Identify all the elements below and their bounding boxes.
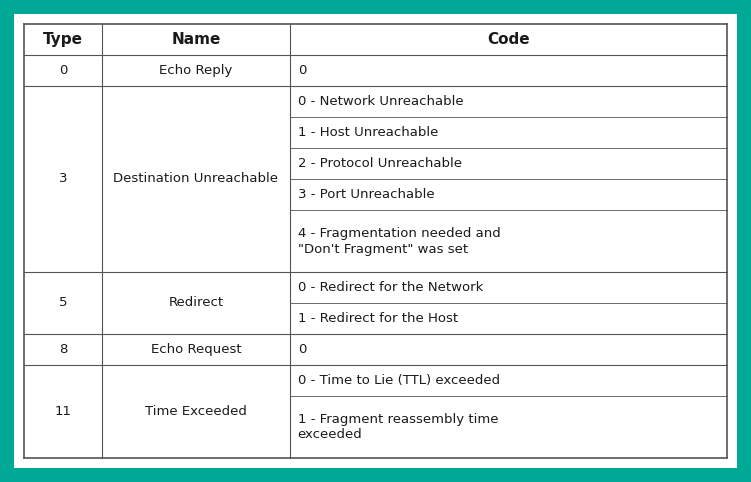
Text: Echo Reply: Echo Reply	[159, 64, 233, 77]
Text: 11: 11	[55, 405, 71, 418]
Text: 0: 0	[59, 64, 67, 77]
Text: 0: 0	[297, 64, 306, 77]
Text: 4 - Fragmentation needed and
"Don't Fragment" was set: 4 - Fragmentation needed and "Don't Frag…	[297, 227, 500, 255]
Text: 8: 8	[59, 343, 67, 356]
Text: 5: 5	[59, 296, 68, 309]
Text: Type: Type	[43, 32, 83, 47]
Text: Name: Name	[171, 32, 221, 47]
Text: Redirect: Redirect	[168, 296, 224, 309]
Text: 3: 3	[59, 173, 68, 186]
Text: 0 - Time to Lie (TTL) exceeded: 0 - Time to Lie (TTL) exceeded	[297, 374, 500, 387]
Text: 1 - Host Unreachable: 1 - Host Unreachable	[297, 126, 438, 139]
Text: Code: Code	[487, 32, 529, 47]
Text: 0 - Redirect for the Network: 0 - Redirect for the Network	[297, 281, 483, 294]
Text: Destination Unreachable: Destination Unreachable	[113, 173, 279, 186]
Text: 3 - Port Unreachable: 3 - Port Unreachable	[297, 188, 434, 201]
Text: Echo Request: Echo Request	[150, 343, 241, 356]
Text: Time Exceeded: Time Exceeded	[145, 405, 247, 418]
Text: 0: 0	[297, 343, 306, 356]
Text: 0 - Network Unreachable: 0 - Network Unreachable	[297, 95, 463, 108]
Text: 1 - Redirect for the Host: 1 - Redirect for the Host	[297, 312, 458, 325]
Text: 2 - Protocol Unreachable: 2 - Protocol Unreachable	[297, 157, 462, 170]
Text: 1 - Fragment reassembly time
exceeded: 1 - Fragment reassembly time exceeded	[297, 413, 498, 442]
